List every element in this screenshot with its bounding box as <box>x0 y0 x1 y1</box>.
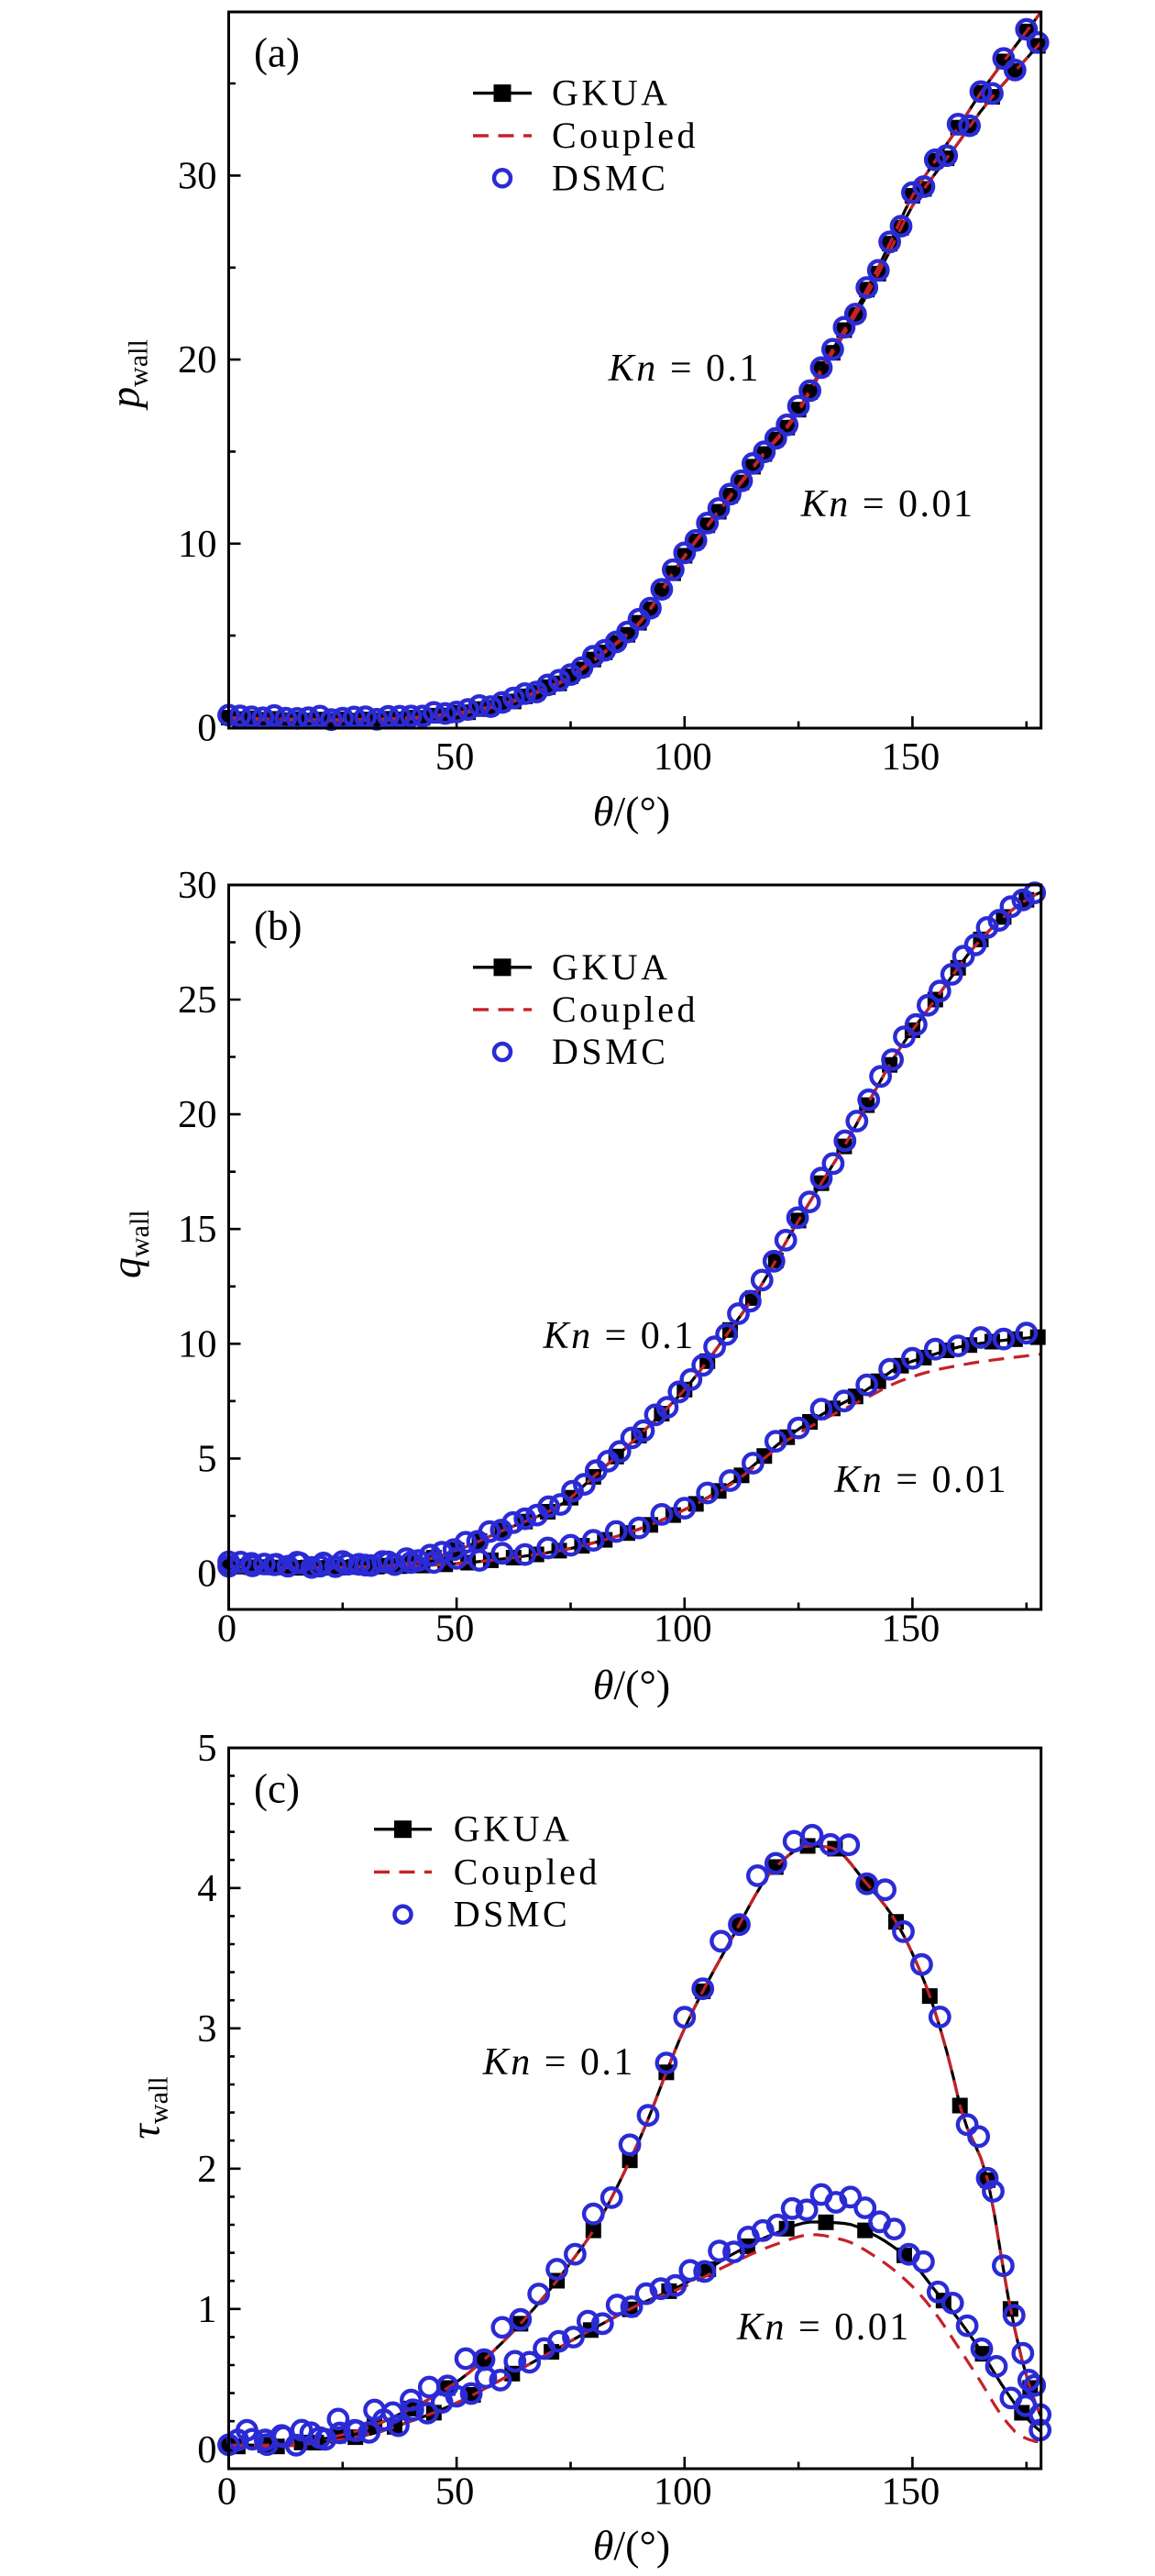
svg-text:τwall: τwall <box>122 2076 174 2139</box>
svg-text:50: 50 <box>435 1608 475 1651</box>
svg-text:θ/(°): θ/(°) <box>593 2522 670 2569</box>
svg-text:Kn = 0.1: Kn = 0.1 <box>482 2041 635 2084</box>
svg-text:0: 0 <box>217 1608 236 1651</box>
svg-text:30: 30 <box>178 864 217 907</box>
svg-text:θ/(°): θ/(°) <box>593 788 670 835</box>
svg-text:(a): (a) <box>254 30 300 76</box>
svg-text:θ/(°): θ/(°) <box>593 1662 670 1708</box>
svg-text:DSMC: DSMC <box>552 1031 668 1072</box>
svg-text:10: 10 <box>178 523 217 566</box>
svg-text:GKUA: GKUA <box>552 72 671 114</box>
svg-text:30: 30 <box>178 154 217 197</box>
svg-text:5: 5 <box>197 1437 216 1480</box>
svg-text:15: 15 <box>178 1208 217 1251</box>
svg-text:qwall: qwall <box>103 1210 155 1278</box>
svg-text:50: 50 <box>435 735 475 779</box>
svg-text:Kn = 0.01: Kn = 0.01 <box>736 2306 911 2349</box>
svg-text:Coupled: Coupled <box>552 115 698 156</box>
svg-text:150: 150 <box>882 1608 940 1651</box>
svg-text:25: 25 <box>178 978 217 1022</box>
svg-text:50: 50 <box>435 2471 475 2514</box>
svg-text:Kn = 0.1: Kn = 0.1 <box>543 1315 696 1357</box>
svg-text:DSMC: DSMC <box>454 1894 570 1935</box>
svg-text:GKUA: GKUA <box>454 1808 573 1850</box>
svg-text:(c): (c) <box>254 1766 300 1812</box>
svg-text:3: 3 <box>197 2007 216 2051</box>
svg-text:GKUA: GKUA <box>552 946 671 988</box>
svg-text:150: 150 <box>882 2471 940 2514</box>
svg-text:pwall: pwall <box>102 339 154 411</box>
svg-text:10: 10 <box>178 1322 217 1365</box>
svg-text:0: 0 <box>197 2428 216 2471</box>
svg-text:1: 1 <box>197 2288 216 2331</box>
svg-text:20: 20 <box>178 338 217 381</box>
svg-text:5: 5 <box>197 1727 216 1770</box>
svg-text:Kn = 0.01: Kn = 0.01 <box>800 483 975 525</box>
svg-text:150: 150 <box>882 735 940 779</box>
svg-text:0: 0 <box>217 2471 236 2514</box>
svg-text:DSMC: DSMC <box>552 157 668 198</box>
svg-text:0: 0 <box>197 707 216 750</box>
svg-text:Coupled: Coupled <box>454 1851 600 1892</box>
svg-text:(b): (b) <box>254 903 302 949</box>
svg-text:100: 100 <box>654 2471 712 2514</box>
svg-text:Kn = 0.1: Kn = 0.1 <box>608 348 761 390</box>
svg-text:4: 4 <box>197 1867 216 1910</box>
svg-text:2: 2 <box>197 2148 216 2191</box>
svg-text:Kn = 0.01: Kn = 0.01 <box>833 1459 1008 1501</box>
svg-text:20: 20 <box>178 1093 217 1136</box>
svg-text:0: 0 <box>197 1553 216 1596</box>
svg-text:100: 100 <box>654 735 712 779</box>
svg-text:Coupled: Coupled <box>552 989 698 1030</box>
svg-text:100: 100 <box>654 1608 712 1651</box>
